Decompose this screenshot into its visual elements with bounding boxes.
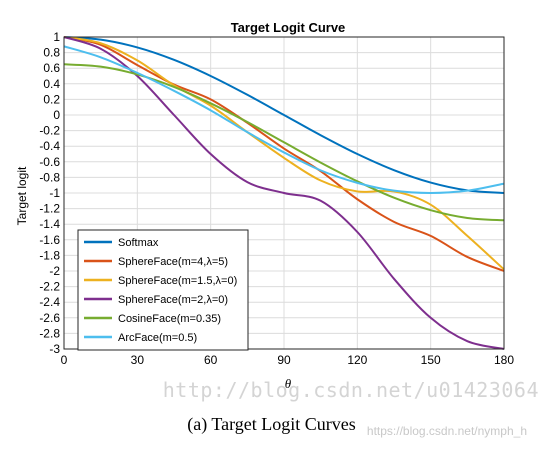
plot-area-frame <box>63 36 505 350</box>
y-tick-label: -0.2 <box>39 124 60 138</box>
x-tick-label: 180 <box>494 353 514 367</box>
y-tick-label: 1 <box>53 30 60 44</box>
y-tick-label: -2 <box>49 264 60 278</box>
y-tick-label: -0.4 <box>39 139 60 153</box>
y-tick-label: -1.2 <box>39 202 60 216</box>
y-tick-label: 0 <box>53 108 60 122</box>
y-tick-label: -1.6 <box>39 233 60 247</box>
legend-entry: ArcFace(m=0.5) <box>118 332 197 344</box>
ticks: 0 30 60 90 120 150 180 1 0.80.6 0.40.2 0 -0.2-0.4 -0… <box>39 30 514 367</box>
y-tick-label: -1 <box>49 186 60 200</box>
y-tick-label: -0.6 <box>39 155 60 169</box>
y-tick-label: -3 <box>49 342 60 356</box>
legend-entry: CosineFace(m=0.35) <box>118 313 221 325</box>
x-tick-label: 0 <box>61 353 68 367</box>
series-lines <box>63 36 505 350</box>
x-tick-label: 90 <box>277 353 291 367</box>
series-line <box>63 63 505 222</box>
legend-entry: SphereFace(m=4,λ=5) <box>118 256 228 268</box>
x-tick-label: 30 <box>131 353 145 367</box>
watermark-sub: https://blog.csdn.net/nymph_h <box>366 424 527 438</box>
x-tick-label: 120 <box>347 353 367 367</box>
x-tick-label: 60 <box>204 353 218 367</box>
y-tick-label: -1.4 <box>39 217 60 231</box>
y-tick-label: -1.8 <box>39 248 60 262</box>
series-line <box>63 36 505 350</box>
x-tick-label: 150 <box>421 353 441 367</box>
series-line <box>63 36 505 271</box>
legend-box <box>77 229 249 351</box>
legend-entry: Softmax <box>118 237 159 249</box>
y-tick-label: 0.2 <box>43 92 60 106</box>
y-tick-label: -2.8 <box>39 326 60 340</box>
legend: Softmax SphereFace(m=4,λ=5) SphereFace(m=1… <box>77 229 249 351</box>
y-tick-label: -2.2 <box>39 280 60 294</box>
y-tick-label: 0.6 <box>43 61 60 75</box>
chart-title: Target Logit Curve <box>231 20 346 35</box>
series-line <box>63 45 505 195</box>
watermark: http://blog.csdn.net/u01423064 <box>162 378 539 402</box>
legend-entry: SphereFace(m=2,λ=0) <box>118 294 228 306</box>
y-tick-label: 0.8 <box>43 46 60 60</box>
series-line <box>63 36 505 194</box>
y-tick-label: -2.4 <box>39 295 60 309</box>
legend-entry: SphereFace(m=1.5,λ=0) <box>118 275 237 287</box>
y-axis-label: Target logit <box>15 166 29 225</box>
x-axis-label: θ <box>285 376 292 391</box>
figure-caption: (a) Target Logit Curves <box>187 414 356 434</box>
series-line <box>63 36 505 272</box>
y-tick-label: 0.4 <box>43 77 60 91</box>
y-tick-label: -0.8 <box>39 170 60 184</box>
y-tick-label: -2.6 <box>39 311 60 325</box>
